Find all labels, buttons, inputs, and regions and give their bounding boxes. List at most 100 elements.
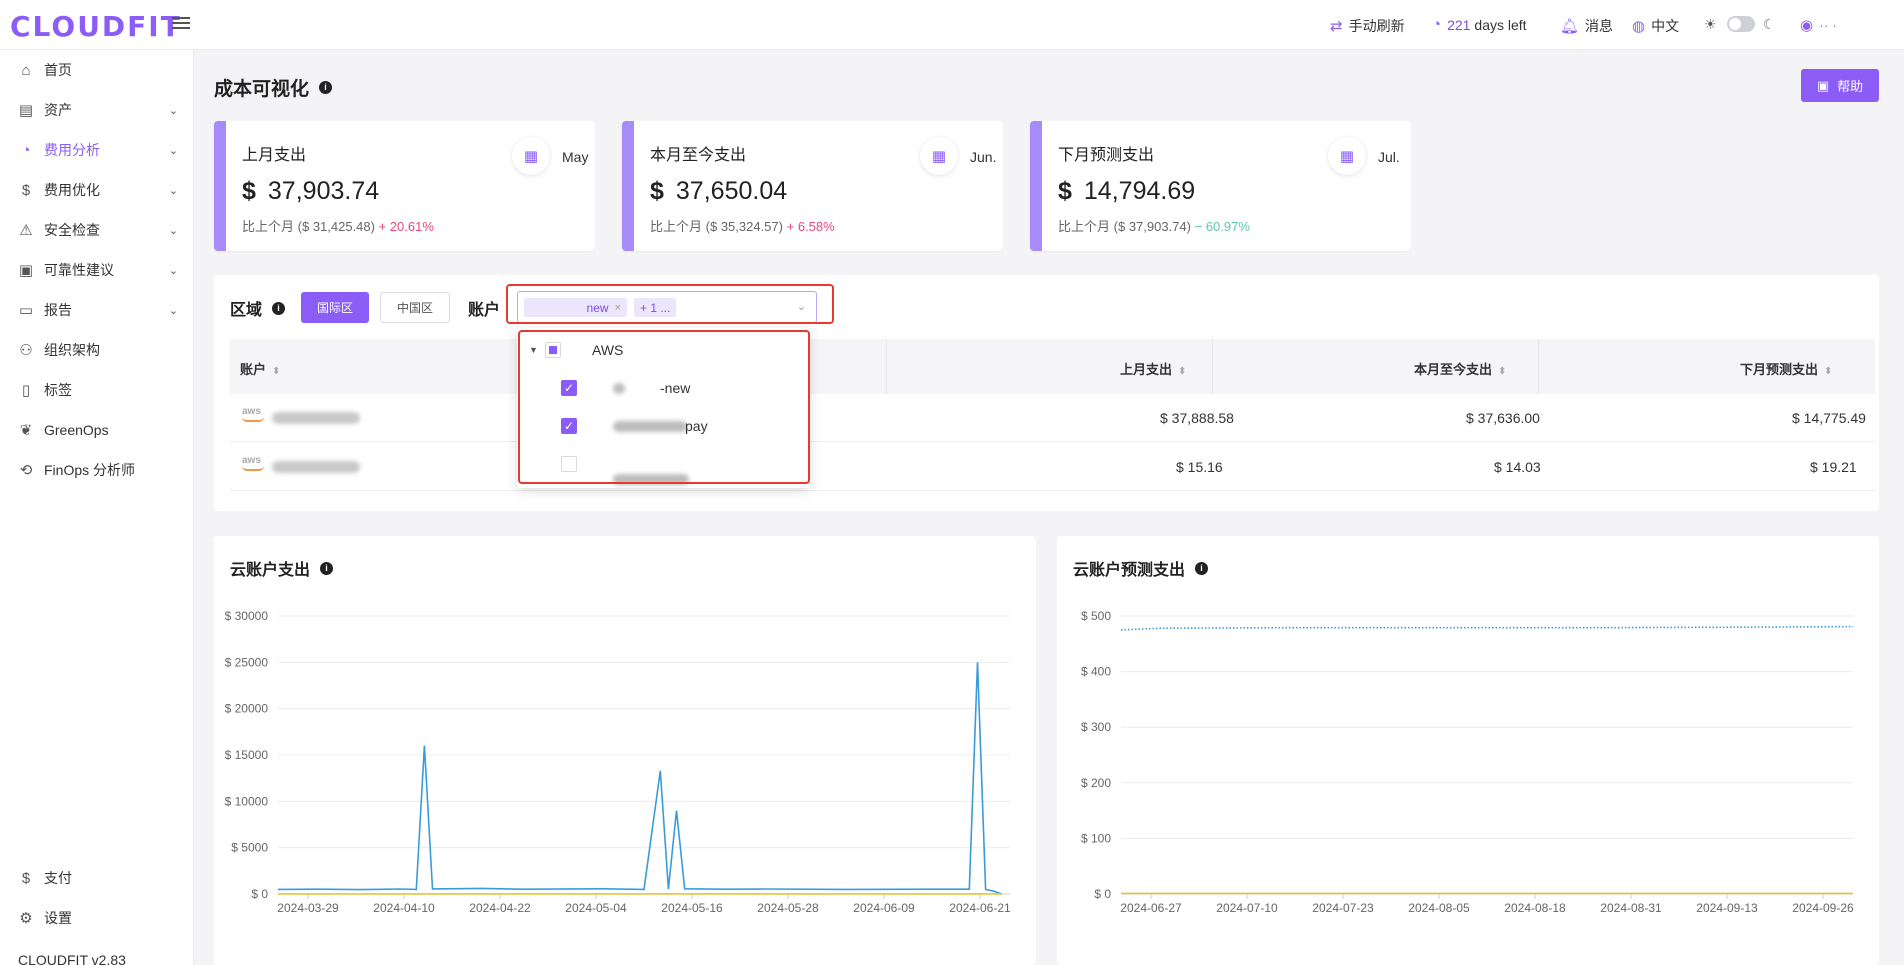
y-tick-label: $ 25000	[225, 655, 269, 669]
card-title: 下月预测支出	[1058, 147, 1155, 164]
x-tick-label: 2024-06-09	[853, 901, 915, 915]
user-menu[interactable]: ◉ ·· ·	[1800, 16, 1837, 34]
days-left-indicator[interactable]: ◔ 221 days left	[1432, 16, 1527, 33]
card-month: Jun.	[970, 149, 997, 165]
column-divider	[886, 339, 887, 394]
sidebar-item-payment[interactable]: $ 支付	[0, 860, 194, 896]
messages-label: 消息	[1585, 18, 1614, 34]
x-tick-label: 2024-06-27	[1120, 901, 1182, 915]
dropdown-option[interactable]	[517, 446, 810, 485]
account-select[interactable]: new × + 1 ... ⌄	[517, 291, 817, 323]
clock-icon: ◔	[1432, 16, 1442, 33]
y-tick-label: $ 100	[1081, 831, 1111, 845]
card-title: 上月支出	[242, 147, 307, 164]
y-tick-label: $ 15000	[225, 748, 269, 762]
home-icon: ⌂	[21, 61, 31, 79]
x-tick-label: 2024-08-05	[1408, 901, 1470, 915]
more-accounts-tag[interactable]: + 1 ...	[634, 298, 677, 317]
info-icon[interactable]: i	[319, 81, 333, 94]
menu-toggle-icon[interactable]	[172, 14, 190, 34]
x-tick-label: 2024-08-18	[1504, 901, 1566, 915]
selected-account-tag-label: new	[586, 300, 609, 315]
cell-last-month: $ 15.16	[1176, 459, 1223, 475]
sidebar-item-cost-analysis[interactable]: ◔ 费用分析 ⌄	[0, 132, 194, 168]
sidebar-item-finops-analyst[interactable]: ⟲ FinOps 分析师	[0, 452, 194, 488]
table-row[interactable]: aws $ 37,888.58 $ 37,636.00 $ 14,775.49	[230, 394, 1875, 442]
option-checkbox[interactable]: ✓	[561, 418, 577, 434]
forecast-line-chart: $ 0 $ 100 $ 200 $ 300 $ 400 $ 500 2024-06-27 20…	[1081, 609, 1854, 915]
sort-icon[interactable]: ⬍	[1824, 366, 1833, 377]
app-logo[interactable]: CLOUDFIT	[10, 10, 182, 43]
analyst-icon: ⟲	[19, 462, 33, 479]
sort-icon[interactable]: ⬍	[272, 366, 281, 377]
card-amount: $37,903.74	[242, 177, 380, 205]
cell-mtd: $ 37,636.00	[1466, 410, 1540, 426]
column-header-mtd[interactable]: 本月至今支出 ⬍	[1414, 362, 1507, 377]
cell-forecast: $ 19.21	[1810, 459, 1857, 475]
column-header-last-month[interactable]: 上月支出 ⬍	[1120, 362, 1187, 377]
sidebar-item-org[interactable]: ⚇ 组织架构	[0, 332, 194, 368]
sidebar-item-settings[interactable]: ⚙ 设置	[0, 900, 194, 936]
sidebar-item-reliability[interactable]: ▣ 可靠性建议 ⌄	[0, 252, 194, 288]
selected-account-tag[interactable]: new ×	[524, 298, 627, 317]
sidebar-item-label: 费用分析	[44, 142, 100, 158]
option-checkbox[interactable]: ✓	[561, 380, 577, 396]
y-tick-label: $ 200	[1081, 776, 1111, 790]
dropdown-option-label: -new	[660, 380, 691, 396]
days-left-label: days left	[1474, 16, 1527, 33]
region-international-button[interactable]: 国际区	[301, 292, 370, 323]
info-icon[interactable]: i	[320, 561, 334, 575]
sidebar-item-assets[interactable]: ▤ 资产 ⌄	[0, 92, 194, 128]
page-title-text: 成本可视化	[214, 79, 310, 100]
cell-mtd: $ 14.03	[1494, 459, 1541, 475]
info-icon[interactable]: i	[1195, 561, 1209, 575]
username: ·· ·	[1819, 17, 1837, 33]
theme-toggle[interactable]	[1727, 16, 1755, 32]
sidebar-item-label: 安全检查	[44, 222, 100, 238]
region-china-button[interactable]: 中国区	[380, 292, 451, 323]
help-icon: ▣	[1816, 77, 1830, 93]
sidebar-item-label: GreenOps	[44, 422, 109, 438]
sidebar-item-home[interactable]: ⌂ 首页	[0, 52, 194, 88]
sidebar-item-tags[interactable]: ▯ 标签	[0, 372, 194, 408]
dropdown-option[interactable]: ✓ -new	[517, 370, 810, 406]
caret-down-icon[interactable]: ▼	[529, 345, 538, 355]
sort-icon[interactable]: ⬍	[1178, 366, 1187, 377]
column-header-forecast[interactable]: 下月预测支出 ⬍	[1740, 362, 1833, 377]
sidebar-item-label: 报告	[44, 302, 72, 318]
group-checkbox[interactable]	[545, 342, 561, 358]
card-comparison: 比上个月 ($ 35,324.57) + 6.58%	[650, 219, 835, 234]
sidebar-item-reports[interactable]: ▭ 报告 ⌄	[0, 292, 194, 328]
language-switch[interactable]: ◍ 中文	[1632, 16, 1679, 36]
dropdown-group-aws[interactable]: ▼ AWS	[517, 332, 810, 368]
dropdown-option[interactable]: ✓ pay	[517, 408, 810, 444]
messages-button[interactable]: 🔔︎ 消息	[1560, 16, 1613, 36]
chevron-down-icon: ⌄	[168, 104, 178, 117]
close-icon[interactable]: ×	[614, 301, 621, 314]
table-row[interactable]: aws $ 15.16 $ 14.03 $ 19.21	[230, 443, 1875, 491]
sidebar-item-cost-optimization[interactable]: $ 费用优化 ⌄	[0, 172, 194, 208]
account-dropdown: ▼ AWS ✓ -new ✓ pay	[517, 328, 810, 488]
x-tick-label: 2024-09-13	[1696, 901, 1758, 915]
option-checkbox[interactable]	[561, 456, 577, 472]
manual-refresh-button[interactable]: ⇄ 手动刷新	[1330, 16, 1405, 36]
info-icon[interactable]: i	[272, 301, 286, 315]
cloud-account-spend-chart: 云账户支出 i $ 0 $ 5000 $ 10000 $ 15000 $ 20000 $ …	[214, 536, 1036, 965]
column-header-account[interactable]: 账户 ⬍	[240, 362, 281, 377]
sidebar-item-label: 费用优化	[44, 182, 100, 198]
sort-icon[interactable]: ⬍	[1498, 366, 1507, 377]
redacted-account-id	[272, 412, 360, 424]
sidebar-item-label: FinOps 分析师	[44, 462, 136, 478]
tag-icon: ▯	[21, 382, 31, 399]
help-button[interactable]: ▣ 帮助	[1801, 69, 1879, 102]
y-tick-label: $ 20000	[225, 702, 269, 716]
x-tick-label: 2024-04-22	[469, 901, 531, 915]
sidebar-item-security-check[interactable]: ⚠ 安全检查 ⌄	[0, 212, 194, 248]
document-icon: ▭	[18, 302, 34, 319]
org-icon: ⚇	[19, 342, 33, 359]
sidebar-item-label: 设置	[44, 910, 72, 926]
sidebar-item-greenops[interactable]: ❦ GreenOps	[0, 412, 194, 448]
summary-card-month-to-date: 本月至今支出 ▦ Jun. $37,650.04 比上个月 ($ 35,324.…	[622, 121, 1003, 251]
language-label: 中文	[1651, 18, 1680, 34]
sidebar-item-label: 首页	[44, 62, 72, 78]
